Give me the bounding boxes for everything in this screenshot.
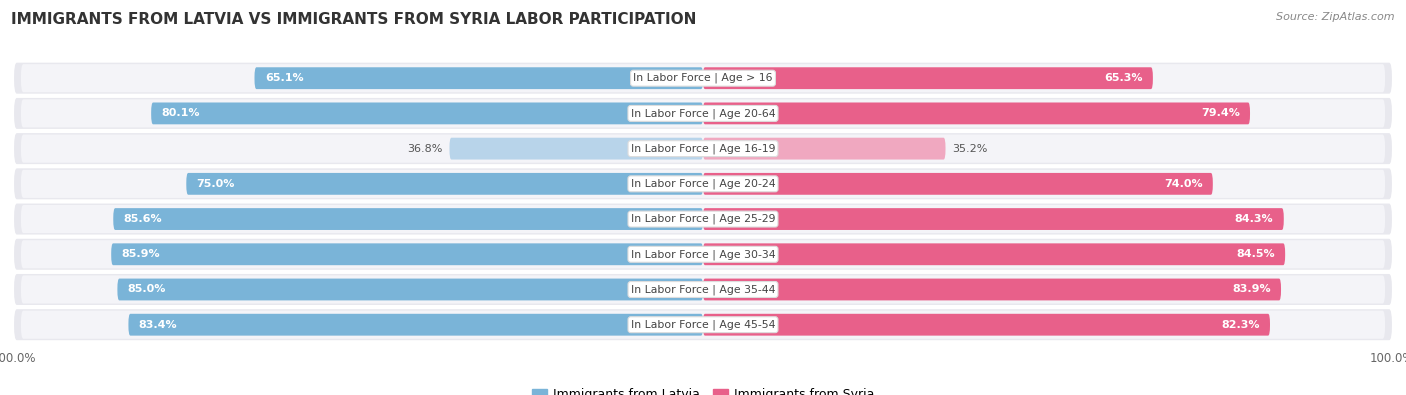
FancyBboxPatch shape xyxy=(186,173,703,195)
Text: 85.9%: 85.9% xyxy=(121,249,160,259)
FancyBboxPatch shape xyxy=(111,243,703,265)
FancyBboxPatch shape xyxy=(14,98,1392,129)
Text: 75.0%: 75.0% xyxy=(197,179,235,189)
FancyBboxPatch shape xyxy=(128,314,703,336)
FancyBboxPatch shape xyxy=(21,240,1385,268)
Text: In Labor Force | Age 25-29: In Labor Force | Age 25-29 xyxy=(631,214,775,224)
FancyBboxPatch shape xyxy=(14,239,1392,270)
FancyBboxPatch shape xyxy=(703,173,1213,195)
FancyBboxPatch shape xyxy=(21,99,1385,128)
Text: 65.1%: 65.1% xyxy=(264,73,304,83)
FancyBboxPatch shape xyxy=(114,208,703,230)
Text: 80.1%: 80.1% xyxy=(162,108,200,118)
FancyBboxPatch shape xyxy=(21,135,1385,163)
Text: 36.8%: 36.8% xyxy=(408,144,443,154)
FancyBboxPatch shape xyxy=(21,205,1385,233)
FancyBboxPatch shape xyxy=(14,203,1392,235)
Text: In Labor Force | Age 35-44: In Labor Force | Age 35-44 xyxy=(631,284,775,295)
FancyBboxPatch shape xyxy=(703,102,1250,124)
FancyBboxPatch shape xyxy=(21,275,1385,304)
FancyBboxPatch shape xyxy=(703,243,1285,265)
Text: Source: ZipAtlas.com: Source: ZipAtlas.com xyxy=(1277,12,1395,22)
FancyBboxPatch shape xyxy=(21,170,1385,198)
Text: 65.3%: 65.3% xyxy=(1104,73,1143,83)
Text: IMMIGRANTS FROM LATVIA VS IMMIGRANTS FROM SYRIA LABOR PARTICIPATION: IMMIGRANTS FROM LATVIA VS IMMIGRANTS FRO… xyxy=(11,12,696,27)
FancyBboxPatch shape xyxy=(21,64,1385,92)
Text: 74.0%: 74.0% xyxy=(1164,179,1202,189)
Text: In Labor Force | Age 20-64: In Labor Force | Age 20-64 xyxy=(631,108,775,118)
FancyBboxPatch shape xyxy=(450,138,703,160)
FancyBboxPatch shape xyxy=(117,278,703,301)
FancyBboxPatch shape xyxy=(14,133,1392,164)
Text: In Labor Force | Age 30-34: In Labor Force | Age 30-34 xyxy=(631,249,775,260)
Text: 82.3%: 82.3% xyxy=(1222,320,1260,330)
FancyBboxPatch shape xyxy=(254,67,703,89)
Text: 83.4%: 83.4% xyxy=(139,320,177,330)
FancyBboxPatch shape xyxy=(21,310,1385,339)
Text: 35.2%: 35.2% xyxy=(952,144,988,154)
Text: 84.3%: 84.3% xyxy=(1234,214,1274,224)
Text: 85.0%: 85.0% xyxy=(128,284,166,295)
Text: In Labor Force | Age > 16: In Labor Force | Age > 16 xyxy=(633,73,773,83)
FancyBboxPatch shape xyxy=(703,67,1153,89)
Text: 83.9%: 83.9% xyxy=(1232,284,1271,295)
Text: 85.6%: 85.6% xyxy=(124,214,162,224)
Text: In Labor Force | Age 16-19: In Labor Force | Age 16-19 xyxy=(631,143,775,154)
FancyBboxPatch shape xyxy=(14,63,1392,94)
FancyBboxPatch shape xyxy=(703,314,1270,336)
FancyBboxPatch shape xyxy=(703,208,1284,230)
Legend: Immigrants from Latvia, Immigrants from Syria: Immigrants from Latvia, Immigrants from … xyxy=(527,383,879,395)
FancyBboxPatch shape xyxy=(152,102,703,124)
FancyBboxPatch shape xyxy=(14,309,1392,340)
Text: 79.4%: 79.4% xyxy=(1201,108,1240,118)
Text: In Labor Force | Age 20-24: In Labor Force | Age 20-24 xyxy=(631,179,775,189)
FancyBboxPatch shape xyxy=(14,168,1392,199)
FancyBboxPatch shape xyxy=(703,278,1281,301)
Text: In Labor Force | Age 45-54: In Labor Force | Age 45-54 xyxy=(631,320,775,330)
FancyBboxPatch shape xyxy=(14,274,1392,305)
Text: 84.5%: 84.5% xyxy=(1236,249,1275,259)
FancyBboxPatch shape xyxy=(703,138,945,160)
